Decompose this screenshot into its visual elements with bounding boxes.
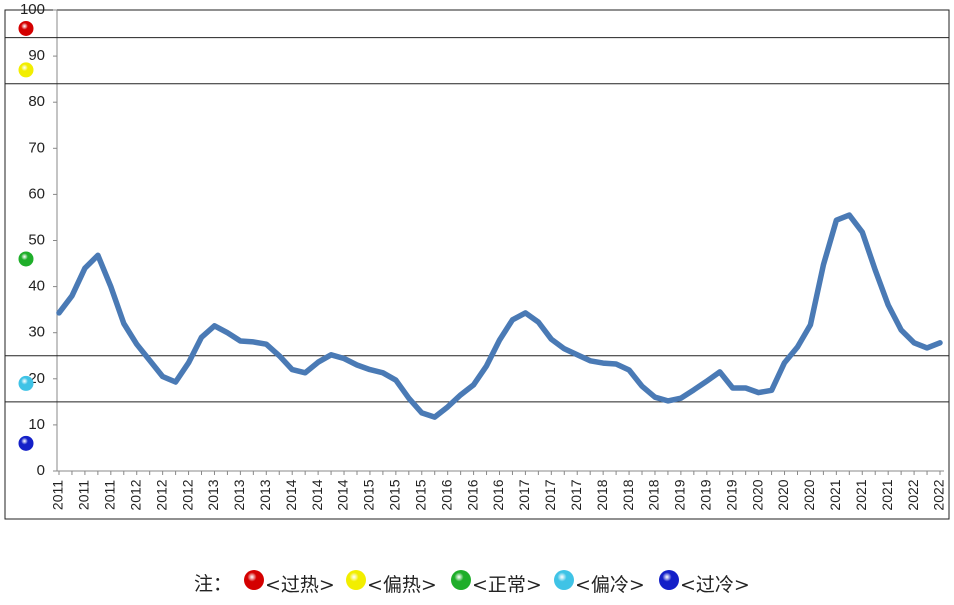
x-tick-label: 2013 <box>257 479 273 510</box>
x-tick-label: 2020 <box>801 479 817 510</box>
legend-label: <过冷> <box>680 574 750 596</box>
x-tick-label: 2016 <box>464 479 480 510</box>
x-tick-label: 2018 <box>620 479 636 510</box>
zone-marker <box>18 375 34 391</box>
y-tick-label: 0 <box>37 462 45 479</box>
x-tick-label: 2017 <box>542 479 558 510</box>
y-tick-label: 30 <box>28 324 45 341</box>
legend-swatch <box>659 570 679 590</box>
legend-label: <偏热> <box>367 574 437 596</box>
y-tick-label: 10 <box>28 416 45 433</box>
legend: 注： <过热> <偏热> <正常> <偏冷> <过冷> <box>194 570 750 596</box>
x-tick-label: 2015 <box>387 479 403 510</box>
legend-label: <正常> <box>472 574 542 596</box>
zone-marker <box>18 20 34 36</box>
x-tick-label: 2018 <box>594 479 610 510</box>
zone-marker <box>18 251 34 267</box>
x-tick-label: 2014 <box>309 479 325 510</box>
zone-marker <box>18 435 34 451</box>
x-tick-label: 2015 <box>412 479 428 510</box>
x-tick-label: 2011 <box>102 480 118 510</box>
y-tick-label: 60 <box>28 185 45 202</box>
y-tick-label: 100 <box>20 1 45 18</box>
frame <box>4 9 950 520</box>
legend-note: 注： <box>194 573 232 595</box>
legend-label: <过热> <box>265 574 335 596</box>
x-tick-label: 2013 <box>205 479 221 510</box>
x-tick-label: 2017 <box>568 479 584 510</box>
x-tick-label: 2022 <box>931 479 947 510</box>
x-tick-label: 2021 <box>879 479 895 510</box>
x-tick-label: 2018 <box>646 479 662 510</box>
x-tick-label: 2012 <box>127 479 143 510</box>
x-tick-label: 2020 <box>749 479 765 510</box>
y-tick-label: 70 <box>28 139 45 156</box>
x-tick-label: 2013 <box>231 479 247 510</box>
legend-label: <偏冷> <box>575 574 645 596</box>
x-tick-label: 2021 <box>853 479 869 510</box>
x-tick-label: 2012 <box>179 479 195 510</box>
legend-swatch <box>346 570 366 590</box>
x-tick-label: 2015 <box>361 479 377 510</box>
y-tick-label: 50 <box>28 231 45 248</box>
legend-swatch <box>244 570 264 590</box>
x-tick-label: 2011 <box>50 480 66 510</box>
x-tick-label: 2021 <box>827 479 843 510</box>
x-tick-label: 2011 <box>76 480 92 510</box>
zone-marker <box>18 62 34 78</box>
x-tick-label: 2019 <box>697 479 713 510</box>
x-tick-label: 2016 <box>490 479 506 510</box>
data-line <box>56 212 943 420</box>
x-tick-label: 2022 <box>905 479 921 510</box>
x-tick-label: 2012 <box>153 479 169 510</box>
legend-swatch <box>451 570 471 590</box>
x-tick-label: 2020 <box>775 479 791 510</box>
x-tick-label: 2014 <box>335 479 351 510</box>
legend-swatch <box>554 570 574 590</box>
x-tick-label: 2016 <box>438 479 454 510</box>
x-tick-label: 2019 <box>672 479 688 510</box>
x-tick-label: 2017 <box>516 479 532 510</box>
y-tick-label: 40 <box>28 278 45 295</box>
x-tick-label: 2014 <box>283 479 299 510</box>
x-tick-label: 2019 <box>723 479 739 510</box>
y-tick-label: 80 <box>28 93 45 110</box>
y-tick-label: 90 <box>28 47 45 64</box>
